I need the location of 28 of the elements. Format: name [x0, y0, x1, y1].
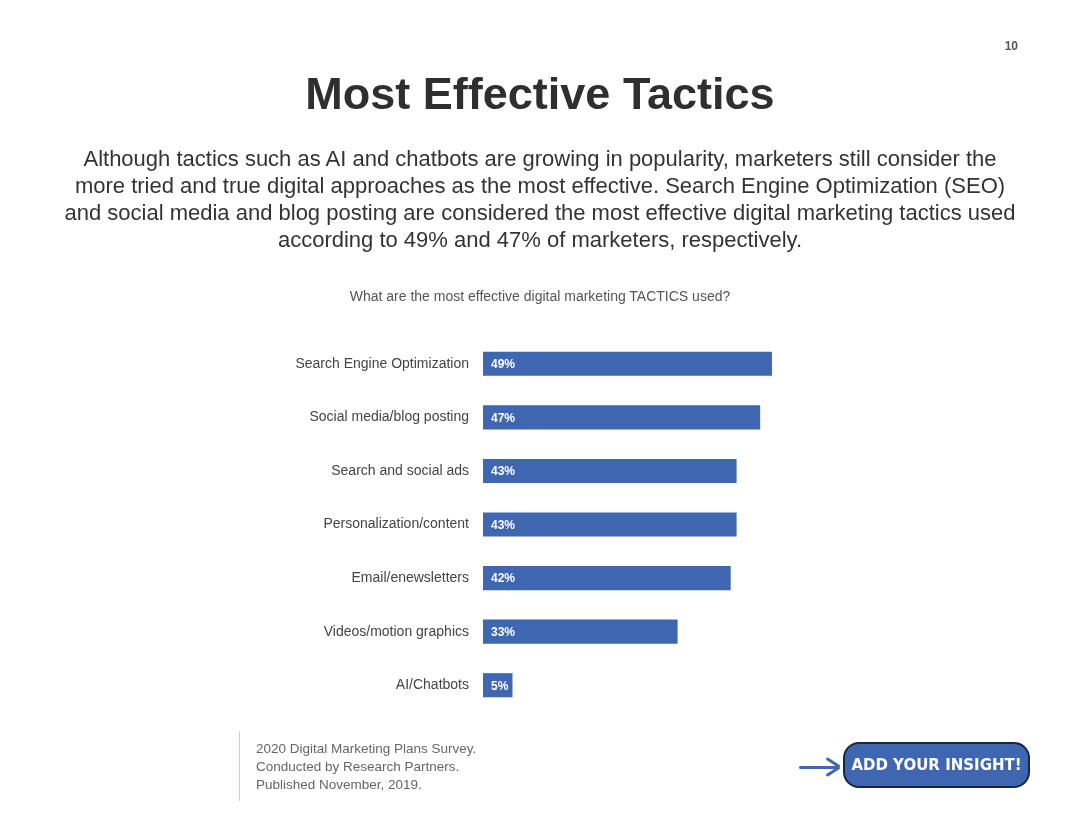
y-tick-label: Videos/motion graphics: [323, 622, 469, 639]
y-tick-label: Personalization/content: [323, 515, 470, 532]
data-label: 42%: [491, 571, 516, 586]
text: Published November, 2019.: [256, 776, 423, 794]
y-tick-label: Email/enewsletters: [351, 568, 469, 585]
insight-button[interactable]: ADD YOUR INSIGHT!: [843, 742, 1030, 788]
data-label: 5%: [491, 678, 509, 693]
text: 2020 Digital Marketing Plans Survey.: [256, 740, 477, 758]
bar: [483, 512, 737, 537]
y-tick-label: AI/Chatbots: [395, 676, 469, 693]
y-tick-label: Search and social ads: [331, 461, 469, 478]
bar: [483, 619, 678, 644]
data-label: 47%: [491, 410, 516, 425]
text: 10: [1004, 39, 1018, 53]
bar: [483, 405, 761, 430]
y-tick-label: Search Engine Optimization: [295, 354, 469, 371]
text: Conducted by Research Partners.: [256, 758, 461, 776]
data-label: 33%: [491, 624, 516, 639]
data-label: 49%: [491, 357, 516, 372]
bar: [483, 351, 772, 376]
text: What are the most effective digital marketing TACTICS used?: [348, 288, 732, 304]
data-label: 43%: [491, 517, 516, 532]
bar: [483, 566, 731, 591]
chart-subtitle: Although tactics such as AI and chatbots are growing in popularity, marketers still consider the more tried and true digital approaches as the most effective. Search Engine Optimization (SEO) and social media and blog posting are considered the most effective digital marketing tactics used according to 49% and 47% of marketers, respectively.: [63, 145, 1017, 253]
chart-title: Most Effective Tactics: [304, 68, 776, 120]
y-tick-label: Social media/blog posting: [309, 408, 469, 425]
bar: [483, 458, 737, 483]
data-label: 43%: [491, 464, 516, 479]
